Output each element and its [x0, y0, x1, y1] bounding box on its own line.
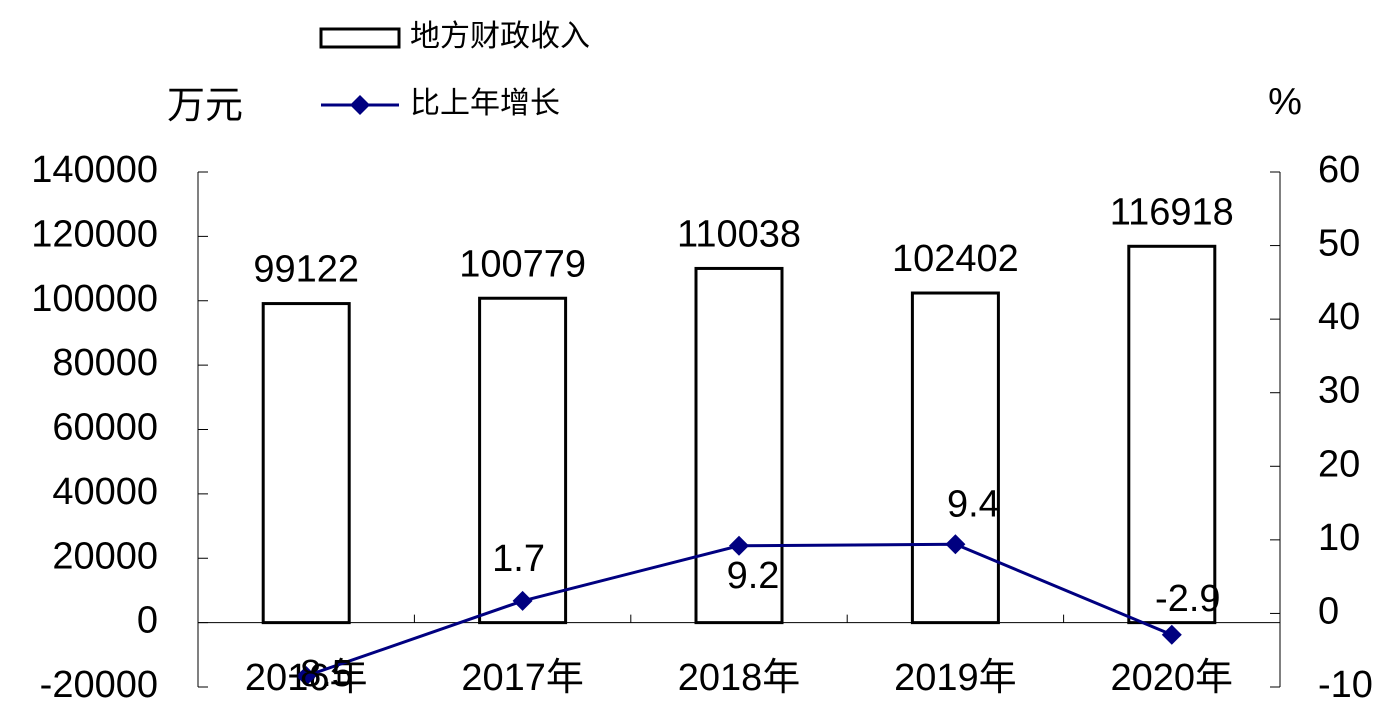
- y2-tick-label: -10: [1318, 664, 1373, 706]
- x-tick-label: 2018年: [678, 657, 801, 699]
- legend-label: 比上年增长: [410, 87, 560, 120]
- y-tick-label: 140000: [31, 149, 158, 191]
- data-label: 102402: [892, 238, 1019, 280]
- y2-tick-label: 50: [1318, 223, 1360, 265]
- marker: [296, 665, 317, 686]
- y-tick-label: 40000: [52, 471, 158, 513]
- data-label: 116918: [1110, 191, 1234, 233]
- y-axis-title: 万元: [167, 85, 243, 127]
- y-tick-label: 100000: [31, 278, 158, 320]
- data-label: -8.5: [287, 653, 352, 695]
- bar: [478, 296, 568, 625]
- y2-tick-label: 10: [1318, 517, 1360, 559]
- bar: [1127, 244, 1217, 625]
- y2-tick-label: 40: [1318, 296, 1360, 338]
- y-tick-label: 20000: [52, 535, 158, 577]
- y-tick-label: 0: [137, 600, 158, 642]
- marker: [729, 535, 749, 556]
- y2-axis-title: %: [1268, 81, 1302, 123]
- y-tick-label: 80000: [52, 342, 158, 384]
- data-label: 9.2: [727, 555, 780, 597]
- legend-marker: [350, 95, 370, 115]
- y-tick-label: 120000: [31, 213, 158, 255]
- bar: [910, 291, 1000, 625]
- y2-tick-label: 30: [1318, 370, 1360, 412]
- x-tick-label: 2020年: [1111, 657, 1234, 699]
- y-tick-label: -20000: [40, 664, 158, 706]
- data-label: 99122: [253, 249, 359, 291]
- marker: [945, 534, 966, 555]
- x-tick-label: 2017年: [461, 657, 584, 699]
- data-label: 9.4: [947, 483, 1000, 525]
- y-tick-label: 60000: [52, 407, 158, 449]
- data-label: 110038: [677, 213, 801, 255]
- bar: [261, 302, 351, 625]
- legend-label: 地方财政收入: [410, 20, 590, 53]
- data-label: 100779: [459, 243, 586, 285]
- data-label: 1.7: [492, 538, 545, 580]
- data-label: -2.9: [1155, 578, 1220, 620]
- y2-tick-label: 0: [1318, 590, 1339, 632]
- y2-tick-label: 20: [1318, 443, 1360, 485]
- y2-tick-label: 60: [1318, 149, 1360, 191]
- x-tick-label: 2019年: [894, 657, 1017, 699]
- marker: [512, 590, 533, 611]
- legend-swatch: [319, 27, 401, 49]
- bar: [694, 266, 784, 625]
- marker: [1161, 624, 1182, 645]
